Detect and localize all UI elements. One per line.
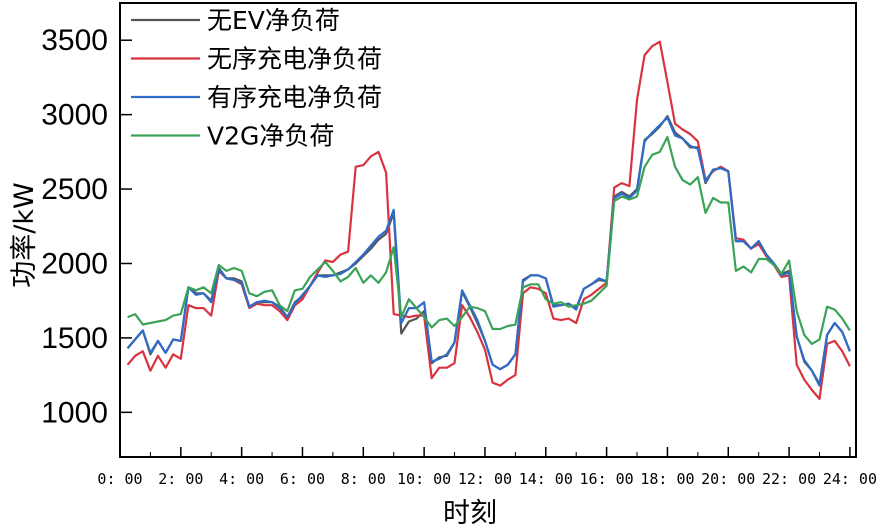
legend-label: 无EV净负荷 [207,6,340,35]
y-tick-label: 1000 [41,396,108,429]
series-line-3 [126,116,851,387]
x-axis-ticks: 0: 00 2: 00 4: 00 6: 00 8: 00 10: 00 12: 00 14:… [97,447,877,488]
x-tick-label: 18: 00 [640,470,694,488]
x-tick-label: 16: 00 [580,470,634,488]
x-tick-label: 10: 00 [397,470,451,488]
x-tick-label: 22: 00 [762,470,816,488]
series-line-4 [127,135,851,345]
y-axis-ticks: 1000 1500 2000 2500 3000 3500 [41,24,132,429]
y-tick-label: 3500 [41,24,108,57]
legend-label: 无序充电净负荷 [207,45,382,74]
x-tick-label: 12: 00 [458,470,512,488]
x-tick-label: 2: 00 [158,470,203,488]
x-tick-label: 8: 00 [341,470,386,488]
y-tick-label: 1500 [41,322,108,355]
y-tick-label: 2500 [41,173,108,206]
x-tick-label: 4: 00 [219,470,264,488]
x-tick-label: 20: 00 [701,470,755,488]
series-layer [126,40,851,400]
plot-area-frame [119,2,857,458]
y-axis-title: 功率/kW [9,182,40,287]
x-tick-label: 24: 00 [823,470,877,488]
x-tick-label: 14: 00 [519,470,573,488]
x-tick-label: 0: 00 [97,470,142,488]
legend-label: 有序充电净负荷 [207,83,382,112]
x-tick-label: 6: 00 [280,470,325,488]
x-axis-title: 时刻 [443,498,497,529]
legend-label: V2G净负荷 [207,122,334,151]
y-tick-label: 3000 [41,99,108,132]
y-tick-label: 2000 [41,247,108,280]
